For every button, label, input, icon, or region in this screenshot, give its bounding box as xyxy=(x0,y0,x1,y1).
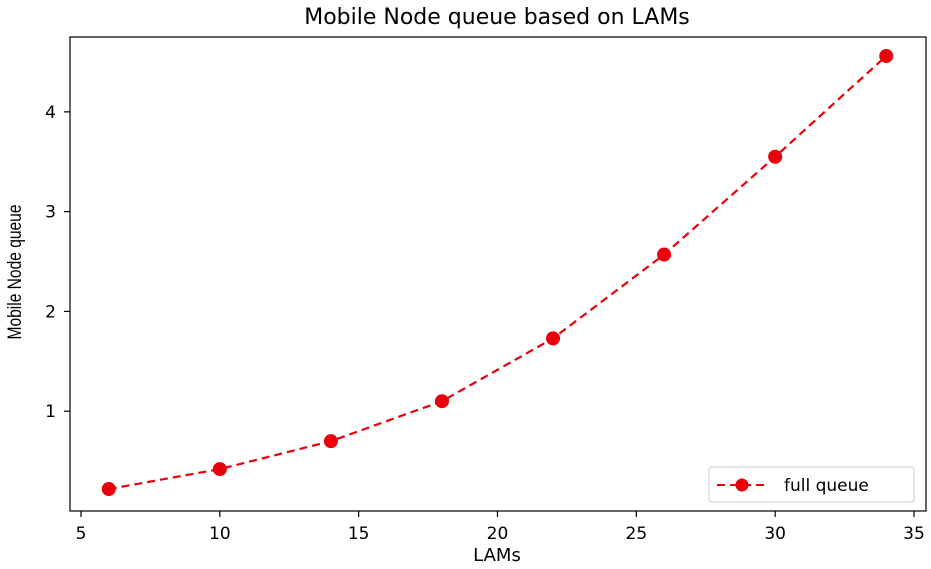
x-tick-label: 35 xyxy=(903,524,925,544)
legend-marker-swatch xyxy=(736,479,749,492)
series-layer xyxy=(102,49,893,496)
x-axis-ticks: 5 10 15 20 25 30 35 xyxy=(76,511,925,544)
x-tick-label: 30 xyxy=(764,524,786,544)
data-point xyxy=(213,462,227,476)
x-tick-label: 10 xyxy=(209,524,231,544)
series-line-full-queue xyxy=(109,56,886,489)
data-point xyxy=(657,248,671,262)
data-point xyxy=(768,150,782,164)
x-tick-label: 25 xyxy=(626,524,648,544)
y-axis-label: Mobile Node queue xyxy=(4,204,26,339)
y-tick-label: 1 xyxy=(45,402,56,422)
x-tick-label: 20 xyxy=(487,524,509,544)
y-tick-label: 4 xyxy=(45,103,56,123)
data-point xyxy=(102,482,116,496)
data-point xyxy=(879,49,893,63)
legend-label-full-queue: full queue xyxy=(784,476,869,496)
x-axis-label: LAMs xyxy=(473,545,521,566)
y-tick-label: 3 xyxy=(45,203,56,223)
data-point xyxy=(546,331,560,345)
y-axis-ticks: 1 2 3 4 xyxy=(45,103,70,422)
x-tick-label: 15 xyxy=(348,524,370,544)
legend: full queue xyxy=(709,467,914,502)
plot-area-frame xyxy=(70,37,926,511)
data-point xyxy=(435,394,449,408)
data-point xyxy=(324,434,338,448)
x-tick-label: 5 xyxy=(76,524,87,544)
chart-title: Mobile Node queue based on LAMs xyxy=(304,5,690,30)
y-tick-label: 2 xyxy=(45,302,56,322)
